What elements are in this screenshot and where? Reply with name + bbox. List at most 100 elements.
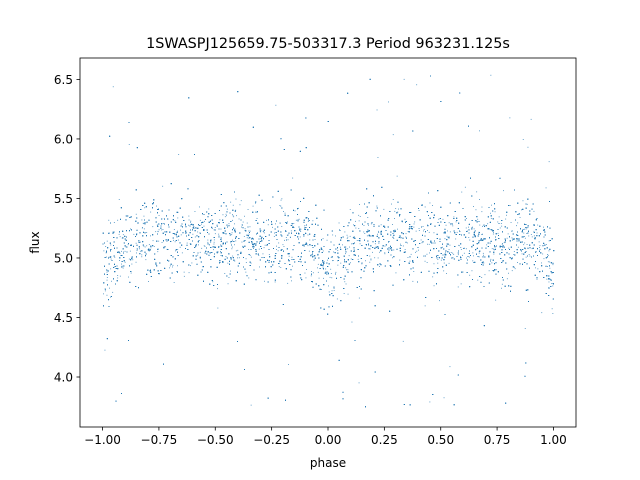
data-point xyxy=(526,233,528,234)
data-point xyxy=(125,246,127,248)
data-point xyxy=(460,249,462,250)
data-point xyxy=(230,270,231,272)
data-point xyxy=(542,253,544,255)
data-point xyxy=(346,234,348,236)
data-point xyxy=(510,222,512,223)
data-point xyxy=(300,228,302,230)
data-point xyxy=(442,246,443,248)
data-point xyxy=(519,217,521,218)
data-point xyxy=(446,273,447,274)
data-point xyxy=(124,261,126,263)
data-point xyxy=(214,227,216,228)
data-point xyxy=(418,230,420,231)
data-point xyxy=(117,275,119,276)
data-point xyxy=(413,223,415,225)
data-point xyxy=(309,239,311,241)
data-point xyxy=(356,240,358,241)
data-point xyxy=(163,246,165,248)
data-point xyxy=(188,219,190,221)
data-point xyxy=(238,218,240,220)
data-point xyxy=(372,251,373,253)
data-point xyxy=(508,247,510,249)
data-point xyxy=(353,249,355,251)
data-point xyxy=(226,215,227,217)
data-point xyxy=(369,261,371,263)
data-point xyxy=(541,312,543,314)
data-point xyxy=(121,237,123,239)
data-point xyxy=(250,262,252,264)
data-point xyxy=(139,248,140,250)
data-point xyxy=(536,232,538,234)
data-point xyxy=(350,262,351,264)
data-point xyxy=(210,241,212,243)
data-point xyxy=(142,222,144,224)
data-point xyxy=(259,266,260,268)
data-point xyxy=(191,224,193,226)
data-point xyxy=(482,225,483,227)
data-point xyxy=(246,237,248,239)
data-point xyxy=(396,175,398,177)
data-point xyxy=(490,242,491,244)
data-point xyxy=(142,227,143,228)
data-point xyxy=(440,259,442,261)
data-point xyxy=(351,321,353,323)
data-point xyxy=(169,267,170,269)
data-point xyxy=(400,243,401,245)
data-point xyxy=(193,228,195,229)
data-point xyxy=(212,281,214,283)
data-point xyxy=(317,271,319,273)
data-point xyxy=(351,243,353,245)
data-point xyxy=(272,226,273,228)
data-point xyxy=(461,191,463,193)
data-point xyxy=(225,242,226,244)
data-point xyxy=(146,245,148,247)
data-point xyxy=(358,382,360,384)
data-point xyxy=(234,223,235,225)
data-point xyxy=(191,262,193,264)
data-point xyxy=(256,233,258,234)
data-point xyxy=(204,220,205,222)
data-point xyxy=(541,262,542,264)
data-point xyxy=(293,227,295,228)
data-point xyxy=(409,260,411,262)
data-point xyxy=(105,246,107,247)
data-point xyxy=(392,257,393,259)
data-point xyxy=(506,237,508,239)
data-point xyxy=(438,218,440,220)
data-point xyxy=(497,232,499,234)
data-point xyxy=(352,237,354,239)
data-point xyxy=(270,207,271,209)
data-point xyxy=(448,249,450,250)
data-point xyxy=(514,268,516,270)
data-point xyxy=(531,236,533,238)
data-point xyxy=(455,221,457,223)
data-point xyxy=(481,206,483,208)
data-point xyxy=(427,230,428,231)
data-point xyxy=(443,262,445,264)
data-point xyxy=(428,231,430,233)
data-point xyxy=(505,218,507,220)
data-point xyxy=(537,224,539,226)
data-point xyxy=(109,287,110,289)
data-point xyxy=(249,254,251,256)
data-point xyxy=(240,200,242,202)
data-point xyxy=(248,237,250,239)
data-point xyxy=(358,214,360,216)
data-point xyxy=(183,275,185,277)
data-point xyxy=(148,250,150,252)
data-point xyxy=(305,277,307,279)
data-point xyxy=(279,205,281,206)
data-point xyxy=(547,261,549,263)
data-point xyxy=(388,101,389,103)
data-point xyxy=(293,223,295,224)
data-point xyxy=(509,117,511,119)
data-point xyxy=(294,210,296,212)
data-point xyxy=(395,208,397,209)
data-point xyxy=(473,228,475,230)
data-point xyxy=(407,257,409,258)
data-point xyxy=(523,232,525,234)
data-point xyxy=(449,244,451,246)
data-point xyxy=(130,272,132,274)
data-point xyxy=(345,283,347,285)
data-point xyxy=(394,218,395,219)
